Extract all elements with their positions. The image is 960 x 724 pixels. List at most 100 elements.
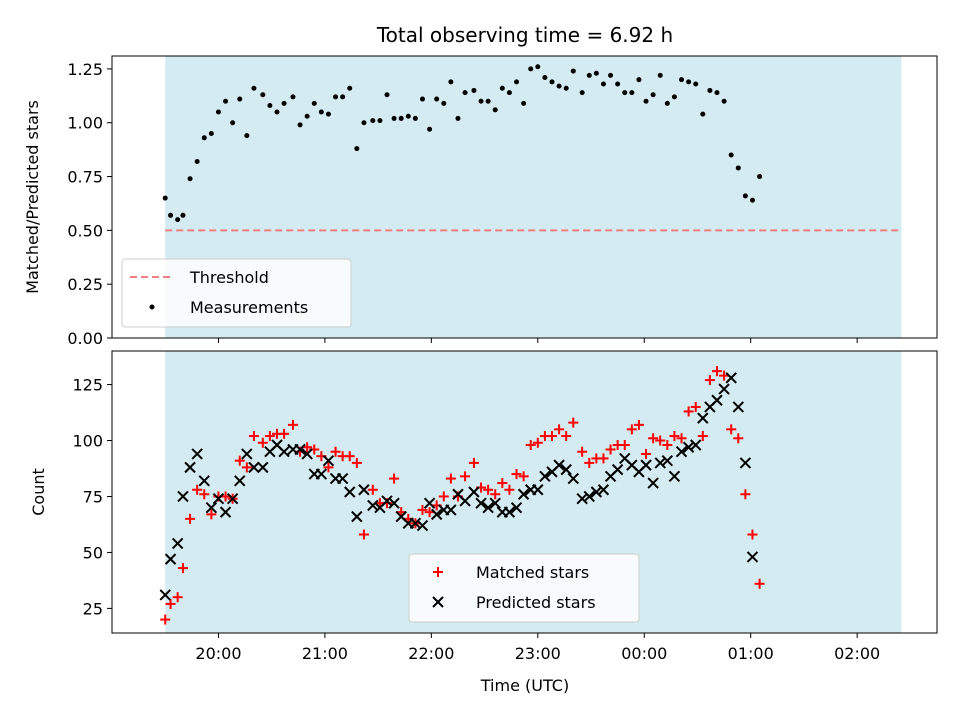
- y-tick-label: 125: [72, 376, 103, 395]
- measurement-point: [347, 85, 353, 91]
- predicted-star-point: [647, 477, 659, 489]
- measurement-point: [377, 118, 383, 124]
- matched-star-point: [504, 484, 515, 495]
- predicted-star-point: [315, 468, 328, 480]
- predicted-star-point: [560, 463, 572, 476]
- measurement-point: [615, 81, 621, 87]
- matched-star-point: [165, 598, 176, 609]
- matched-star-point: [683, 406, 694, 417]
- y-tick-label: 0.50: [67, 221, 103, 240]
- matched-star-point: [676, 433, 687, 444]
- bottom-panel: 25 50 75 100 125 20:00 21:00 22:00 23:00 00:00 01…: [29, 350, 938, 695]
- predicted-star-point: [301, 448, 313, 460]
- matched-star-point: [605, 444, 616, 455]
- predicted-star-point: [445, 504, 457, 516]
- matched-star-point: [264, 431, 275, 442]
- matched-star-point: [490, 489, 501, 500]
- matched-star-point: [358, 529, 369, 540]
- predicted-star-point: [567, 472, 579, 485]
- measurement-point: [168, 212, 174, 218]
- predicted-star-point: [459, 495, 471, 507]
- predicted-star-point: [416, 519, 429, 532]
- matched-star-point: [351, 457, 362, 468]
- measurement-point: [563, 85, 569, 91]
- predicted-star-point: [164, 553, 177, 565]
- measurement-point: [608, 72, 614, 78]
- predicted-star-point: [241, 448, 253, 460]
- predicted-star-point: [475, 497, 487, 509]
- matched-star-point: [248, 431, 259, 442]
- predicted-star-point: [423, 497, 436, 509]
- matched-star-point: [185, 513, 196, 524]
- predicted-star-point: [367, 499, 379, 512]
- measurement-point: [462, 90, 468, 96]
- predicted-star-point: [468, 486, 480, 498]
- matched-star-point: [712, 366, 722, 377]
- measurement-point: [721, 98, 727, 104]
- measurement-point: [657, 72, 663, 78]
- matched-star-point: [438, 491, 449, 502]
- predicted-star-point: [351, 510, 363, 523]
- measurement-point: [650, 92, 656, 98]
- predicted-star-point: [489, 497, 501, 509]
- measurement-point: [405, 113, 411, 119]
- matched-star-point: [511, 469, 522, 480]
- matched-star-point: [547, 431, 557, 442]
- measurement-point: [412, 115, 418, 121]
- measurement-point: [485, 98, 491, 104]
- predicted-star-point: [381, 495, 393, 507]
- measurement-point: [175, 217, 181, 223]
- measurement-point: [664, 100, 670, 106]
- predicted-star-point: [725, 372, 737, 384]
- measurement-point: [693, 81, 699, 87]
- matched-star-point: [669, 431, 680, 442]
- matched-star-point: [697, 431, 708, 442]
- measurement-point: [304, 113, 310, 119]
- measurement-point: [290, 94, 296, 100]
- predicted-star-point: [611, 463, 624, 476]
- matched-star-point: [330, 446, 341, 457]
- matched-star-point: [389, 473, 400, 484]
- top-y-ticks: 0.00 0.25 0.50 0.75 1.00 1.25: [67, 60, 112, 348]
- predicted-star-point: [430, 508, 443, 521]
- y-tick-label: 0.75: [67, 168, 103, 187]
- measurement-point: [700, 111, 706, 117]
- measurement-point: [370, 118, 376, 124]
- y-tick-label: 0.00: [67, 329, 103, 348]
- predicted-star-point: [668, 470, 681, 483]
- predicted-star-point: [532, 484, 544, 496]
- predicted-star-point: [654, 457, 666, 469]
- predicted-star-point: [226, 493, 239, 505]
- matched-star-point: [287, 419, 298, 430]
- measurement-point: [622, 90, 628, 96]
- predicted-star-point: [184, 461, 196, 474]
- measurement-point: [194, 158, 200, 164]
- matched-star-point: [726, 424, 737, 435]
- matched-star-point: [568, 417, 579, 428]
- measurement-point: [600, 81, 606, 87]
- measurement-point: [297, 122, 303, 128]
- predicted-star-point: [510, 501, 523, 514]
- matched-star-point: [279, 428, 290, 439]
- matched-star-point: [302, 442, 313, 453]
- matched-star-point: [160, 614, 171, 625]
- legend-matched-label: Matched stars: [476, 563, 589, 582]
- matched-star-point: [192, 484, 203, 495]
- matched-star-point: [641, 448, 652, 459]
- predicted-star-point: [718, 383, 730, 395]
- measurement-point: [514, 79, 520, 85]
- measurement-point: [742, 193, 748, 199]
- measurement-point: [549, 79, 555, 85]
- predicted-star-point: [553, 459, 565, 471]
- bottom-x-ticks: 20:00 21:00 22:00 23:00 00:00 01:00 02:00: [195, 633, 880, 663]
- measurement-point: [492, 107, 498, 113]
- measurement-point: [735, 165, 741, 171]
- top-legend-box: [121, 258, 352, 328]
- measurement-point: [251, 85, 257, 91]
- bottom-y-ticks: 25 50 75 100 125: [72, 376, 112, 618]
- matched-star-point: [690, 401, 701, 412]
- count-points-layer: [159, 366, 765, 625]
- predicted-star-point: [234, 475, 246, 487]
- measurement-point: [419, 96, 425, 102]
- top-y-axis-label: Matched/Predicted stars: [23, 100, 42, 294]
